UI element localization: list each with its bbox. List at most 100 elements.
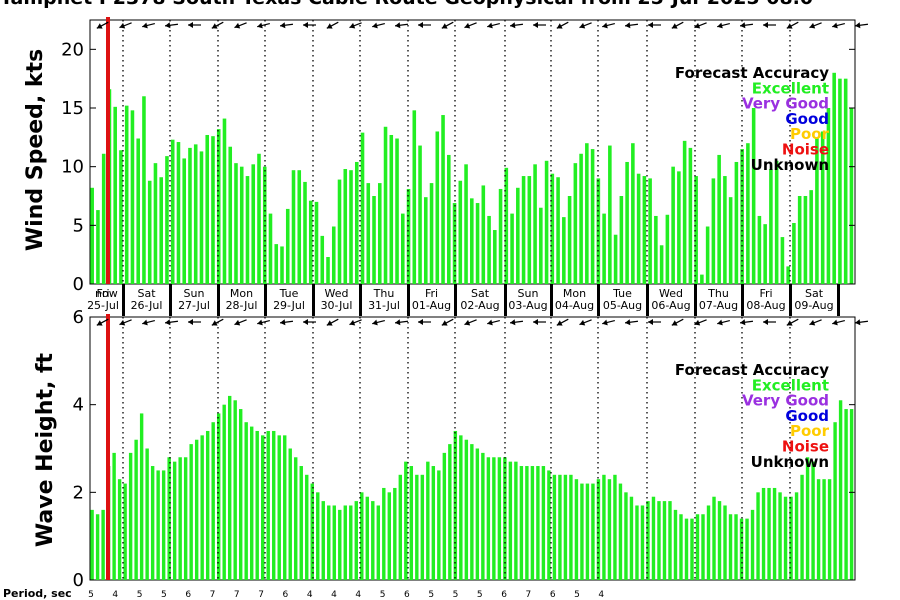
direction-arrow bbox=[671, 318, 684, 326]
wind-bar bbox=[504, 167, 509, 284]
period-value: 5 bbox=[477, 590, 483, 600]
wave-height-panel: Wave Height, ft 0 2 4 6 Forecast AccuracyExc… bbox=[33, 307, 869, 591]
direction-arrow bbox=[418, 22, 431, 28]
y-tick-label: 5 bbox=[73, 215, 84, 236]
wave-bar bbox=[695, 514, 700, 580]
wave-bar bbox=[508, 461, 513, 580]
wind-bar bbox=[395, 138, 399, 284]
direction-arrow bbox=[349, 319, 362, 326]
wind-bar bbox=[372, 196, 376, 284]
wave-bar bbox=[580, 483, 584, 580]
direction-arrow bbox=[234, 319, 247, 326]
wind-bar bbox=[447, 154, 451, 284]
wave-bar bbox=[833, 422, 837, 580]
wave-bar bbox=[849, 409, 854, 580]
direction-arrow bbox=[464, 22, 477, 29]
wave-bar bbox=[838, 400, 843, 580]
wind-bar bbox=[159, 177, 163, 284]
y-tick-label: 6 bbox=[73, 307, 84, 328]
wave-bar bbox=[387, 492, 391, 580]
wind-bar bbox=[401, 213, 405, 284]
direction-arrow bbox=[211, 318, 224, 326]
wave-bar bbox=[376, 505, 380, 580]
direction-arrow bbox=[372, 22, 385, 29]
direction-arrow bbox=[832, 319, 845, 326]
wind-direction-arrows bbox=[96, 21, 869, 29]
wind-bar bbox=[625, 161, 629, 284]
wave-bar bbox=[349, 505, 353, 580]
wave-bar bbox=[789, 496, 793, 580]
direction-arrow bbox=[119, 22, 132, 29]
wave-bar bbox=[161, 470, 166, 580]
wind-bar bbox=[573, 163, 578, 284]
day-name: Sat bbox=[471, 287, 490, 300]
wind-bar bbox=[389, 134, 394, 284]
wind-bar bbox=[360, 132, 365, 284]
wave-bar bbox=[541, 466, 546, 580]
direction-arrow bbox=[303, 319, 316, 325]
direction-arrow bbox=[394, 22, 409, 29]
wave-bar bbox=[343, 505, 347, 580]
direction-arrow bbox=[624, 319, 639, 326]
wind-bar bbox=[452, 203, 457, 284]
wind-bar bbox=[90, 187, 94, 284]
wave-bar bbox=[156, 470, 160, 580]
wind-bar bbox=[165, 156, 169, 284]
wind-bar bbox=[424, 197, 428, 284]
wave-bar bbox=[651, 496, 656, 580]
day-date: 02-Aug bbox=[460, 299, 499, 312]
wind-bar bbox=[337, 179, 342, 284]
wind-bar bbox=[556, 177, 560, 284]
wave-bar bbox=[756, 492, 760, 580]
wave-bar bbox=[123, 483, 127, 580]
direction-arrow bbox=[394, 319, 409, 326]
direction-arrow bbox=[694, 22, 707, 29]
wind-bar bbox=[585, 143, 589, 284]
direction-arrow bbox=[648, 22, 661, 28]
wave-bar bbox=[662, 501, 667, 580]
wave-bar bbox=[288, 448, 292, 580]
wind-bar bbox=[285, 208, 290, 284]
direction-arrow bbox=[763, 22, 776, 28]
wave-bar bbox=[481, 452, 485, 580]
period-value: 6 bbox=[185, 590, 191, 600]
day-date: 30-Jul bbox=[321, 299, 353, 312]
wave-direction-arrows bbox=[96, 318, 869, 326]
day-date: 29-Jul bbox=[273, 299, 305, 312]
day-date: 08-Aug bbox=[746, 299, 785, 312]
wind-bar bbox=[487, 215, 491, 284]
wave-bar bbox=[475, 448, 480, 580]
wind-bar bbox=[464, 164, 468, 284]
period-value: 4 bbox=[331, 590, 337, 600]
y-tick-label: 2 bbox=[73, 482, 84, 503]
wave-bar bbox=[486, 457, 491, 580]
wave-bar bbox=[761, 487, 766, 580]
direction-arrow bbox=[188, 22, 201, 28]
wind-bar bbox=[297, 170, 302, 284]
direction-arrow bbox=[257, 319, 270, 326]
wave-bar bbox=[227, 395, 232, 580]
wind-bar bbox=[205, 134, 210, 284]
wave-bar bbox=[563, 474, 568, 580]
now-label: now bbox=[95, 287, 118, 300]
wave-bar bbox=[717, 501, 722, 580]
wave-bar bbox=[739, 518, 744, 580]
legend-item-unknown: Unknown bbox=[751, 156, 829, 174]
period-value: 5 bbox=[380, 590, 386, 600]
wave-bar bbox=[272, 430, 276, 580]
day-date: 26-Jul bbox=[131, 299, 163, 312]
wave-bar bbox=[431, 466, 436, 580]
wind-bar bbox=[608, 145, 612, 284]
wave-bar bbox=[640, 505, 645, 580]
day-divider bbox=[312, 284, 315, 316]
day-date: 07-Aug bbox=[699, 299, 738, 312]
wind-bar bbox=[567, 196, 572, 284]
wave-bar bbox=[338, 509, 342, 580]
day-divider bbox=[597, 284, 600, 316]
wave-bar bbox=[189, 444, 193, 580]
day-divider bbox=[789, 284, 792, 316]
period-value: 5 bbox=[574, 590, 580, 600]
wave-bar bbox=[139, 413, 144, 580]
day-name: Sat bbox=[137, 287, 156, 300]
